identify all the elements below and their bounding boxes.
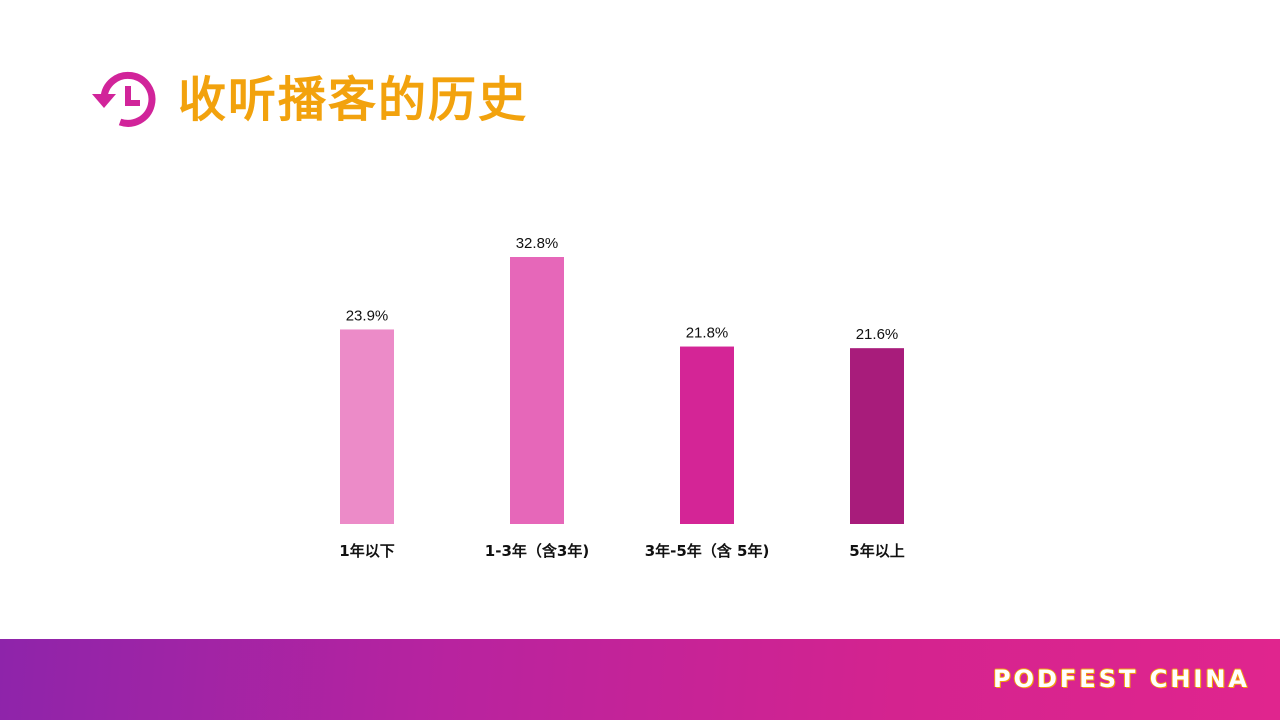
category-label-2: 1-3年（含3年) [485, 542, 589, 560]
bar-2 [510, 257, 564, 524]
footer-band [0, 639, 1280, 720]
data-label-1: 23.9% [346, 307, 389, 324]
history-clock-icon [92, 71, 156, 127]
category-label-1: 1年以下 [339, 542, 394, 560]
page-title: 收听播客的历史 [178, 72, 529, 128]
footer-brand: PODFEST CHINA [992, 665, 1250, 693]
bar-3 [680, 346, 734, 524]
category-label-3: 3年-5年（含 5年) [645, 542, 770, 560]
bar-4 [850, 348, 904, 524]
category-label-4: 5年以上 [849, 542, 904, 560]
data-label-2: 32.8% [516, 235, 559, 252]
bar-1 [340, 329, 394, 524]
data-label-4: 21.6% [856, 326, 899, 343]
data-label-3: 21.8% [686, 325, 729, 342]
bar-chart: 23.9% 1年以下 32.8% 1-3年（含3年) 21.8% 3年-5年（含 5年) 2… [339, 235, 904, 560]
